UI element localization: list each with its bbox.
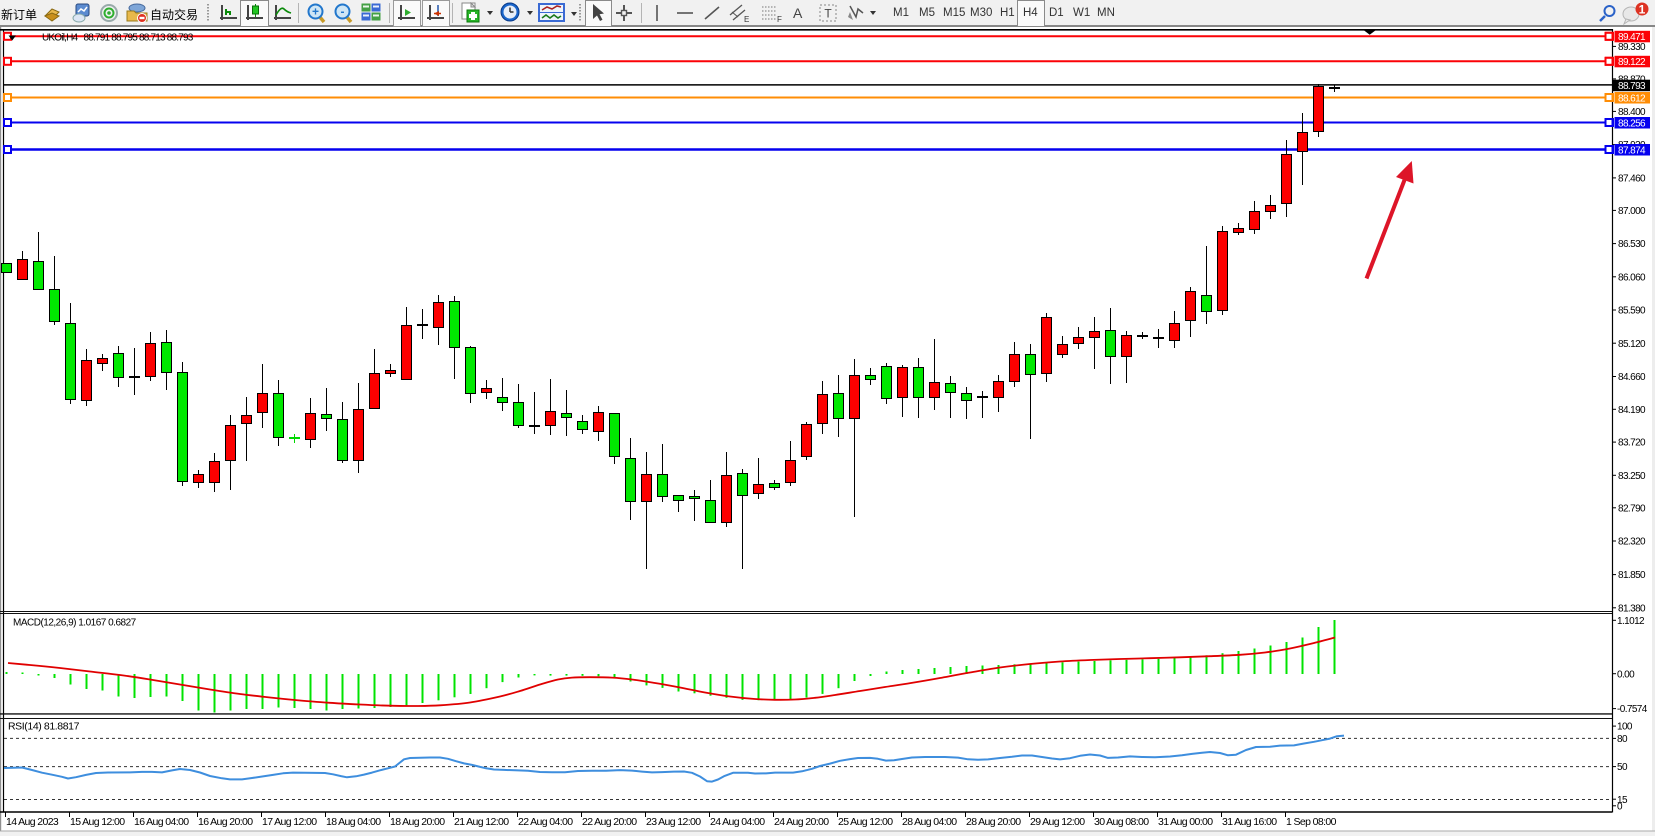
svg-text:0.00: 0.00 xyxy=(1617,669,1635,680)
svg-text:18 Aug 20:00: 18 Aug 20:00 xyxy=(390,816,445,828)
svg-text:88.256: 88.256 xyxy=(1618,118,1646,129)
svg-text:29 Aug 12:00: 29 Aug 12:00 xyxy=(1030,816,1085,828)
svg-text:30 Aug 08:00: 30 Aug 08:00 xyxy=(1094,816,1149,828)
svg-text:1 Sep 08:00: 1 Sep 08:00 xyxy=(1286,816,1337,828)
svg-text:87.460: 87.460 xyxy=(1618,174,1646,185)
svg-text:88.793: 88.793 xyxy=(1618,81,1646,92)
svg-text:80: 80 xyxy=(1617,734,1628,745)
svg-text:16 Aug 20:00: 16 Aug 20:00 xyxy=(198,816,253,828)
svg-text:89.471: 89.471 xyxy=(1618,32,1646,43)
svg-text:81.850: 81.850 xyxy=(1618,570,1646,581)
svg-text:15: 15 xyxy=(1617,795,1628,806)
svg-text:25 Aug 12:00: 25 Aug 12:00 xyxy=(838,816,893,828)
svg-text:83.720: 83.720 xyxy=(1618,438,1646,449)
svg-text:+: + xyxy=(312,5,319,19)
svg-text:50: 50 xyxy=(1617,762,1628,773)
svg-text:87.000: 87.000 xyxy=(1618,206,1646,217)
svg-text:16 Aug 04:00: 16 Aug 04:00 xyxy=(134,816,189,828)
svg-text:87.874: 87.874 xyxy=(1618,145,1646,156)
svg-text:21 Aug 12:00: 21 Aug 12:00 xyxy=(454,816,509,828)
svg-text:81.380: 81.380 xyxy=(1618,603,1646,614)
svg-text:86.060: 86.060 xyxy=(1618,272,1646,283)
svg-text:F: F xyxy=(777,15,782,24)
svg-text:88.400: 88.400 xyxy=(1618,107,1646,118)
svg-text:1.1012: 1.1012 xyxy=(1617,616,1645,627)
svg-text:0: 0 xyxy=(1617,801,1623,812)
svg-text:100: 100 xyxy=(1617,722,1633,733)
svg-text:82.320: 82.320 xyxy=(1618,537,1646,548)
svg-text:-: - xyxy=(341,5,345,19)
svg-text:24 Aug 04:00: 24 Aug 04:00 xyxy=(710,816,765,828)
svg-text:22 Aug 04:00: 22 Aug 04:00 xyxy=(518,816,573,828)
svg-text:MACD(12,26,9) 1.0167 0.6827: MACD(12,26,9) 1.0167 0.6827 xyxy=(13,618,137,629)
svg-text:UKOil,H4 88.791 88.795 88.713: UKOil,H4 88.791 88.795 88.713 88.793 xyxy=(42,33,194,44)
svg-text:T: T xyxy=(824,7,832,21)
svg-text:28 Aug 04:00: 28 Aug 04:00 xyxy=(902,816,957,828)
svg-text:22 Aug 20:00: 22 Aug 20:00 xyxy=(582,816,637,828)
svg-text:23 Aug 12:00: 23 Aug 12:00 xyxy=(646,816,701,828)
svg-text:85.120: 85.120 xyxy=(1618,339,1646,350)
svg-text:84.190: 84.190 xyxy=(1618,405,1646,416)
svg-text:-0.7574: -0.7574 xyxy=(1617,704,1648,715)
svg-text:31 Aug 16:00: 31 Aug 16:00 xyxy=(1222,816,1277,828)
svg-text:RSI(14) 81.8817: RSI(14) 81.8817 xyxy=(8,721,80,733)
svg-text:83.250: 83.250 xyxy=(1618,471,1646,482)
svg-text:85.590: 85.590 xyxy=(1618,306,1646,317)
svg-text:15 Aug 12:00: 15 Aug 12:00 xyxy=(70,816,125,828)
svg-text:24 Aug 20:00: 24 Aug 20:00 xyxy=(774,816,829,828)
svg-text:89.122: 89.122 xyxy=(1618,57,1646,68)
svg-text:18 Aug 04:00: 18 Aug 04:00 xyxy=(326,816,381,828)
svg-text:17 Aug 12:00: 17 Aug 12:00 xyxy=(262,816,317,828)
svg-text:89.330: 89.330 xyxy=(1618,42,1646,53)
svg-text:84.660: 84.660 xyxy=(1618,372,1646,383)
svg-text:82.790: 82.790 xyxy=(1618,503,1646,514)
svg-text:1: 1 xyxy=(1639,3,1646,17)
svg-text:14 Aug 2023: 14 Aug 2023 xyxy=(6,816,59,828)
svg-text:E: E xyxy=(744,15,749,24)
svg-text:88.612: 88.612 xyxy=(1618,93,1646,104)
svg-text:86.530: 86.530 xyxy=(1618,239,1646,250)
svg-text:31 Aug 00:00: 31 Aug 00:00 xyxy=(1158,816,1213,828)
svg-text:28 Aug 20:00: 28 Aug 20:00 xyxy=(966,816,1021,828)
